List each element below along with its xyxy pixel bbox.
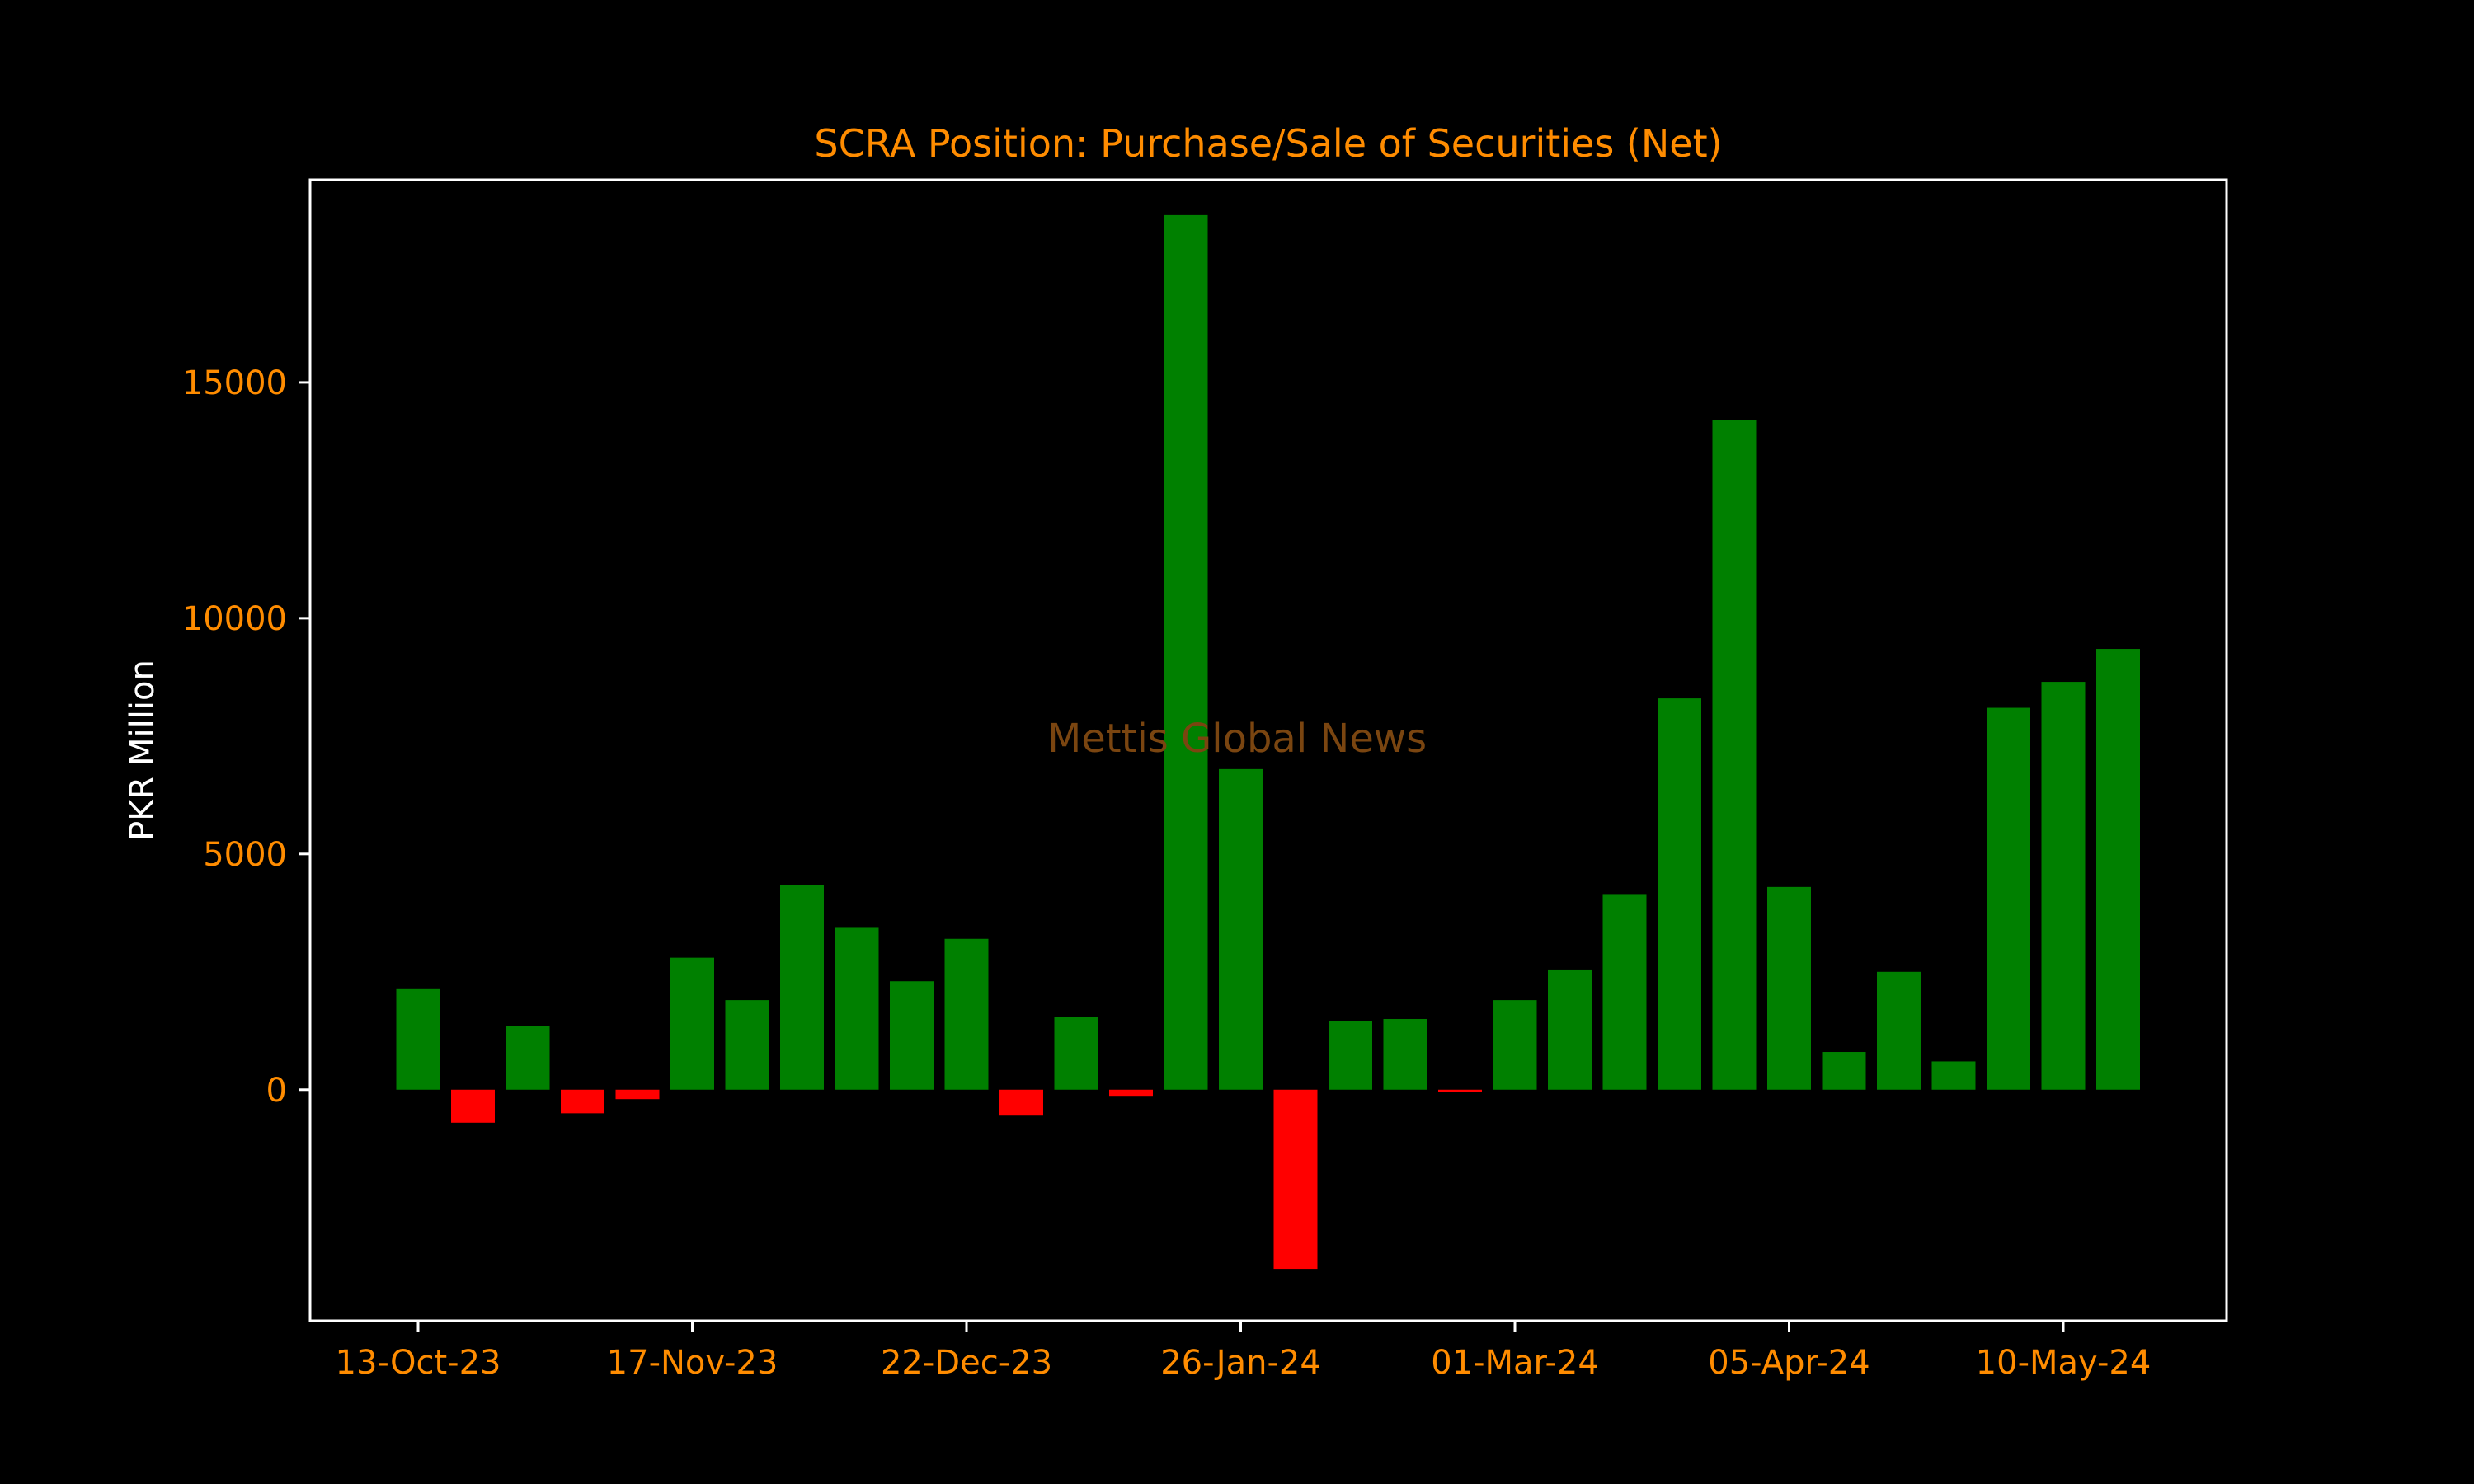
bar-22-Dec-23: [944, 938, 989, 1090]
bar-26-Apr-24: [1931, 1061, 1976, 1090]
chart-title: SCRA Position: Purchase/Sale of Securiti…: [814, 121, 1722, 166]
bar-05-Jan-24: [1054, 1017, 1098, 1090]
x-tick-label: 13-Oct-23: [336, 1344, 501, 1382]
watermark: Mettis Global News: [1047, 716, 1427, 762]
bar-05-Apr-24: [1767, 886, 1811, 1090]
y-tick-label: 15000: [182, 364, 287, 402]
x-tick-label: 05-Apr-24: [1708, 1344, 1870, 1382]
x-tick-label: 10-May-24: [1976, 1344, 2152, 1382]
bar-29-Mar-24: [1712, 420, 1757, 1090]
bar-09-Feb-24: [1329, 1021, 1372, 1090]
bar-12-Apr-24: [1822, 1052, 1866, 1090]
bar-17-Nov-23: [670, 957, 714, 1090]
bar-03-May-24: [1987, 707, 2030, 1090]
bar-19-Apr-24: [1877, 971, 1921, 1090]
bar-20-Oct-23: [451, 1089, 495, 1123]
bar-22-Mar-24: [1658, 698, 1701, 1090]
bar-26-Jan-24: [1219, 768, 1263, 1090]
bar-15-Mar-24: [1602, 894, 1647, 1090]
bar-19-Jan-24: [1164, 214, 1208, 1090]
bar-03-Nov-23: [561, 1089, 604, 1114]
x-tick-label: 26-Jan-24: [1160, 1344, 1321, 1382]
bar-12-Jan-24: [1109, 1089, 1153, 1097]
bar-27-Oct-23: [506, 1026, 550, 1090]
y-axis-label: PKR Million: [124, 660, 162, 841]
bar-10-Nov-23: [615, 1089, 660, 1100]
x-tick-label: 22-Dec-23: [881, 1344, 1052, 1382]
bar-13-Oct-23: [396, 988, 440, 1090]
bar-10-May-24: [2041, 682, 2086, 1090]
bar-08-Mar-24: [1548, 969, 1592, 1090]
bar-08-Dec-23: [835, 927, 879, 1090]
bar-01-Mar-24: [1493, 1000, 1537, 1090]
y-tick-label: 10000: [182, 600, 287, 638]
y-tick-label: 5000: [203, 836, 287, 874]
bar-29-Dec-23: [999, 1089, 1043, 1116]
x-tick-label: 01-Mar-24: [1431, 1344, 1599, 1382]
bar-01-Dec-23: [780, 884, 824, 1090]
y-tick-label: 0: [266, 1072, 287, 1110]
plot-frame: [308, 178, 2228, 1322]
bar-15-Dec-23: [890, 981, 934, 1090]
bar-17-May-24: [2096, 649, 2140, 1090]
bar-23-Feb-24: [1438, 1089, 1482, 1092]
bar-24-Nov-23: [725, 1000, 769, 1090]
x-tick-label: 17-Nov-23: [607, 1344, 778, 1382]
ticks-layer: 0 5000 10000 15000 13-Oct-23 17-Nov-23 22-Dec-…: [182, 364, 2152, 1382]
bar-16-Feb-24: [1383, 1018, 1427, 1090]
bars-layer: [396, 214, 2140, 1270]
bar-02-Feb-24: [1273, 1089, 1318, 1270]
